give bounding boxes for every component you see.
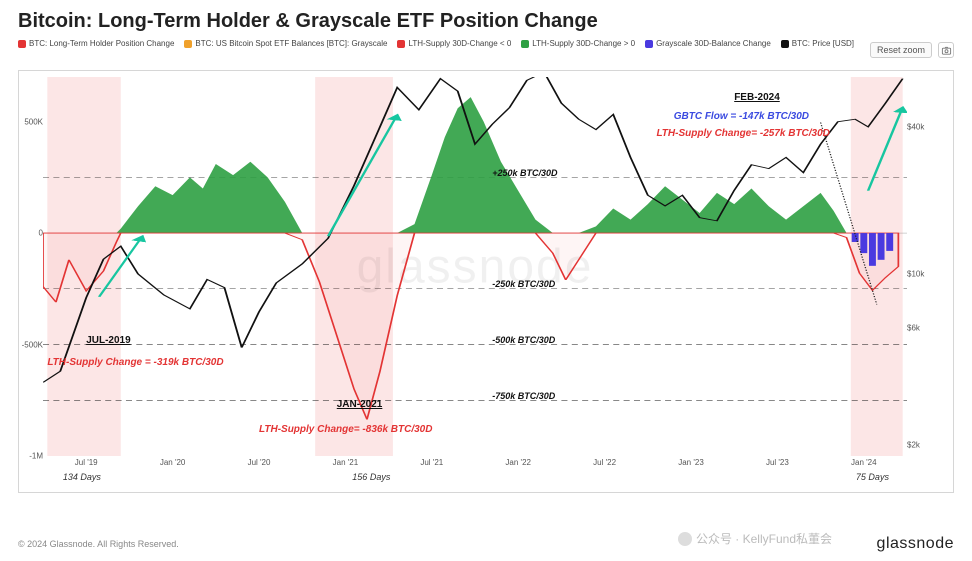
legend-item: BTC: US Bitcoin Spot ETF Balances [BTC]:… (184, 39, 387, 48)
camera-icon[interactable] (938, 42, 954, 58)
legend: BTC: Long-Term Holder Position Change BTC… (0, 39, 972, 52)
chart-container: 500K0-500K-1M $40k$10k$6k$2k glassnode +… (18, 70, 954, 493)
plot-area[interactable]: glassnode +250k BTC/30D-250k BTC/30D-500… (43, 77, 907, 456)
legend-label: BTC: Long-Term Holder Position Change (29, 39, 174, 48)
legend-swatch (184, 40, 192, 48)
legend-item: LTH-Supply 30D-Change < 0 (397, 39, 511, 48)
legend-item: Grayscale 30D-Balance Change (645, 39, 771, 48)
legend-item: BTC: Price [USD] (781, 39, 854, 48)
wechat-text: 公众号 · KellyFund私董会 (696, 530, 832, 547)
legend-label: Grayscale 30D-Balance Change (656, 39, 771, 48)
legend-label: BTC: Price [USD] (792, 39, 854, 48)
legend-swatch (781, 40, 789, 48)
legend-swatch (18, 40, 26, 48)
legend-item: LTH-Supply 30D-Change > 0 (521, 39, 635, 48)
legend-label: BTC: US Bitcoin Spot ETF Balances [BTC]:… (195, 39, 387, 48)
plot-svg (43, 77, 907, 456)
y-axis-left: 500K0-500K-1M (21, 77, 43, 456)
wechat-attribution: 公众号 · KellyFund私董会 (678, 530, 832, 547)
chart-title: Bitcoin: Long-Term Holder & Grayscale ET… (0, 0, 972, 39)
copyright: © 2024 Glassnode. All Rights Reserved. (18, 539, 179, 549)
legend-label: LTH-Supply 30D-Change > 0 (532, 39, 635, 48)
legend-item: BTC: Long-Term Holder Position Change (18, 39, 174, 48)
brand-logo: glassnode (877, 535, 954, 553)
legend-swatch (397, 40, 405, 48)
x-axis: Jul '19Jan '20Jul '20Jan '21Jul '21Jan '… (43, 458, 907, 488)
legend-swatch (521, 40, 529, 48)
y-axis-right: $40k$10k$6k$2k (907, 77, 951, 456)
reset-zoom-button[interactable]: Reset zoom (870, 42, 932, 58)
legend-swatch (645, 40, 653, 48)
legend-label: LTH-Supply 30D-Change < 0 (408, 39, 511, 48)
wechat-icon (678, 532, 692, 546)
